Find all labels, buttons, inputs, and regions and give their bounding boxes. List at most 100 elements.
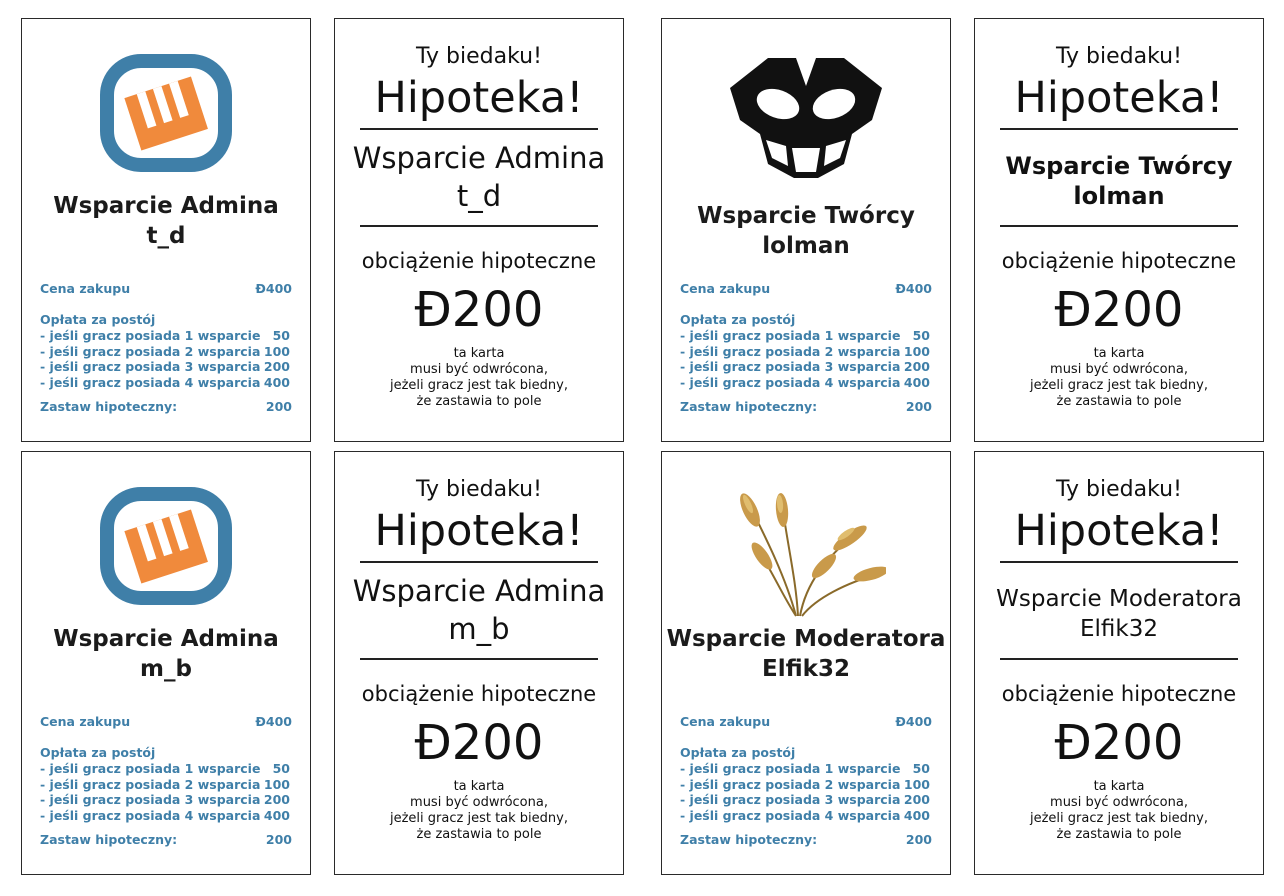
rent-value: 400 bbox=[263, 374, 290, 390]
mortgage-value: 200 bbox=[265, 399, 292, 414]
note-line: że zastawia to pole bbox=[1056, 827, 1182, 842]
note-line: że zastawia to pole bbox=[1056, 394, 1182, 409]
rent-heading: Opłata za postój bbox=[40, 312, 292, 328]
mortgage-value: 200 bbox=[265, 832, 292, 847]
note-line: musi być odwrócona, bbox=[410, 795, 548, 810]
note-line: jeżeli gracz jest tak biedny, bbox=[1030, 378, 1208, 393]
property-title-line2: lolman bbox=[762, 233, 850, 259]
property-card-admin-mb: Wsparcie Admina m_b Cena zakupu Đ400 Opła… bbox=[21, 451, 311, 875]
note-line: musi być odwrócona, bbox=[410, 362, 548, 377]
mortgage-name-line1: Wsparcie Moderatora bbox=[996, 586, 1242, 612]
rent-condition: - jeśli gracz posiada 3 wsparcia bbox=[680, 359, 901, 374]
mortgage-heading-small: Ty biedaku! bbox=[416, 477, 542, 502]
rent-row: - jeśli gracz posiada 1 wsparcie 50 bbox=[40, 328, 292, 344]
mortgage-label: Zastaw hipoteczny: bbox=[680, 832, 818, 847]
property-card-creator-lolman: Wsparcie Twórcy lolman Cena zakupu Đ400 O… bbox=[661, 18, 951, 442]
note-line: ta karta bbox=[1093, 346, 1145, 361]
price-label: Cena zakupu bbox=[40, 714, 131, 729]
mortgage-heading-small: Ty biedaku! bbox=[1056, 44, 1182, 69]
rent-condition: - jeśli gracz posiada 4 wsparcia bbox=[40, 807, 261, 823]
price-row: Cena zakupu Đ400 bbox=[40, 714, 292, 730]
divider bbox=[360, 128, 598, 130]
rent-row: - jeśli gracz posiada 4 wsparcia 400 bbox=[40, 375, 292, 391]
orange-w-logo-icon bbox=[22, 53, 310, 173]
mortgage-property-name: Wsparcie Twórcy lolman bbox=[975, 151, 1263, 211]
note-line: musi być odwrócona, bbox=[1050, 795, 1188, 810]
rent-value: 200 bbox=[263, 792, 290, 807]
mortgage-name-line1: Wsparcie Admina bbox=[352, 141, 606, 175]
rent-value: 200 bbox=[263, 359, 290, 374]
rent-row: - jeśli gracz posiada 4 wsparcia 400 bbox=[680, 808, 932, 824]
note-line: ta karta bbox=[1093, 779, 1145, 794]
price-value: Đ400 bbox=[895, 714, 932, 729]
rent-condition: - jeśli gracz posiada 2 wsparcia bbox=[40, 776, 261, 792]
rent-list: - jeśli gracz posiada 1 wsparcie 50 - jeś… bbox=[680, 761, 932, 823]
price-row: Cena zakupu Đ400 bbox=[680, 714, 932, 730]
divider bbox=[1000, 225, 1238, 227]
mortgage-name-line2: t_d bbox=[456, 179, 502, 213]
mortgage-note: ta karta musi być odwrócona, jeżeli grac… bbox=[335, 346, 623, 410]
rent-row: - jeśli gracz posiada 2 wsparcia 100 bbox=[680, 777, 932, 793]
divider bbox=[1000, 658, 1238, 660]
divider bbox=[1000, 128, 1238, 130]
rent-condition: - jeśli gracz posiada 3 wsparcia bbox=[40, 792, 261, 807]
rent-label: Opłata za postój bbox=[40, 312, 156, 327]
rent-label: Opłata za postój bbox=[680, 312, 796, 327]
price-value: Đ400 bbox=[895, 281, 932, 296]
rent-value: 100 bbox=[903, 776, 930, 792]
mortgage-label: Zastaw hipoteczny: bbox=[40, 399, 178, 414]
mortgage-name-line1: Wsparcie Twórcy bbox=[1005, 152, 1233, 180]
divider bbox=[1000, 561, 1238, 563]
mortgage-value: 200 bbox=[905, 832, 932, 847]
property-title-line2: Elfik32 bbox=[762, 656, 850, 682]
property-title: Wsparcie Moderatora Elfik32 bbox=[662, 624, 950, 684]
rent-row: - jeśli gracz posiada 3 wsparcia 200 bbox=[680, 359, 932, 375]
mortgage-name-line2: lolman bbox=[1073, 182, 1165, 210]
mortgage-amount: Đ200 bbox=[414, 282, 544, 338]
mortgage-name-line1: Wsparcie Admina bbox=[352, 574, 606, 608]
rent-row: - jeśli gracz posiada 4 wsparcia 400 bbox=[680, 375, 932, 391]
rent-value: 100 bbox=[263, 343, 290, 359]
property-title-line2: t_d bbox=[146, 223, 186, 249]
mortgage-row: Zastaw hipoteczny: 200 bbox=[680, 399, 932, 415]
rent-condition: - jeśli gracz posiada 1 wsparcie bbox=[680, 761, 901, 776]
rent-condition: - jeśli gracz posiada 2 wsparcia bbox=[680, 343, 901, 359]
rent-condition: - jeśli gracz posiada 4 wsparcia bbox=[680, 374, 901, 390]
mortgage-label: Zastaw hipoteczny: bbox=[40, 832, 178, 847]
mortgage-property-name: Wsparcie Moderatora Elfik32 bbox=[975, 584, 1263, 644]
note-line: że zastawia to pole bbox=[416, 827, 542, 842]
mortgage-label: Zastaw hipoteczny: bbox=[680, 399, 818, 414]
divider bbox=[360, 561, 598, 563]
property-title-line1: Wsparcie Moderatora bbox=[666, 626, 946, 652]
mortgage-card-creator-lolman: Ty biedaku! Hipoteka! Wsparcie Twórcy lo… bbox=[974, 18, 1264, 442]
note-line: ta karta bbox=[453, 346, 505, 361]
property-title: Wsparcie Admina m_b bbox=[22, 624, 310, 684]
mortgage-property-name: Wsparcie Admina t_d bbox=[335, 139, 623, 215]
rent-condition: - jeśli gracz posiada 1 wsparcie bbox=[40, 761, 261, 776]
mortgage-amount: Đ200 bbox=[414, 715, 544, 771]
rent-condition: - jeśli gracz posiada 3 wsparcia bbox=[40, 359, 261, 374]
property-card-admin-td: Wsparcie Admina t_d Cena zakupu Đ400 Opła… bbox=[21, 18, 311, 442]
mortgage-heading-small: Ty biedaku! bbox=[1056, 477, 1182, 502]
mortgage-heading-big: Hipoteka! bbox=[1014, 506, 1224, 556]
rent-row: - jeśli gracz posiada 3 wsparcia 200 bbox=[40, 359, 292, 375]
divider bbox=[360, 225, 598, 227]
mortgage-row: Zastaw hipoteczny: 200 bbox=[40, 832, 292, 848]
mortgage-value: 200 bbox=[905, 399, 932, 414]
mortgage-card-admin-mb: Ty biedaku! Hipoteka! Wsparcie Admina m_… bbox=[334, 451, 624, 875]
rent-value: 100 bbox=[263, 776, 290, 792]
mortgage-note: ta karta musi być odwrócona, jeżeli grac… bbox=[975, 779, 1263, 843]
rent-row: - jeśli gracz posiada 2 wsparcia 100 bbox=[680, 344, 932, 360]
rent-heading: Opłata za postój bbox=[40, 745, 292, 761]
property-title: Wsparcie Admina t_d bbox=[22, 191, 310, 251]
property-card-moderator-elfik32: Wsparcie Moderatora Elfik32 Cena zakupu Đ… bbox=[661, 451, 951, 875]
note-line: ta karta bbox=[453, 779, 505, 794]
rent-row: - jeśli gracz posiada 3 wsparcia 200 bbox=[40, 792, 292, 808]
price-value: Đ400 bbox=[255, 714, 292, 729]
property-title-line1: Wsparcie Admina bbox=[53, 193, 279, 219]
rent-list: - jeśli gracz posiada 1 wsparcie 50 - jeś… bbox=[40, 328, 292, 390]
note-line: musi być odwrócona, bbox=[1050, 362, 1188, 377]
divider bbox=[360, 658, 598, 660]
mortgage-heading-small: Ty biedaku! bbox=[416, 44, 542, 69]
price-value: Đ400 bbox=[255, 281, 292, 296]
